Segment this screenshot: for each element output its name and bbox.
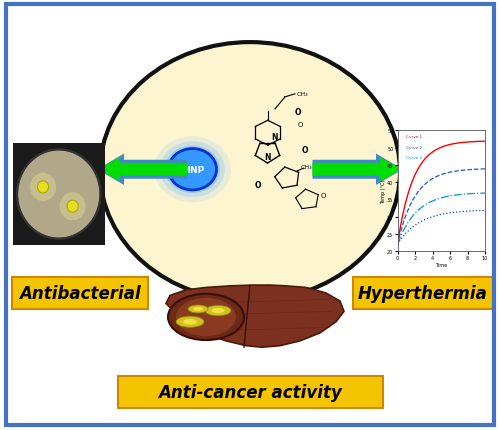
Text: N: N — [272, 133, 278, 142]
Text: Hyperthermia: Hyperthermia — [358, 285, 488, 302]
Circle shape — [183, 319, 197, 325]
Circle shape — [205, 306, 231, 316]
Text: O: O — [294, 108, 301, 116]
Text: Anti-cancer activity: Anti-cancer activity — [158, 384, 342, 401]
Circle shape — [100, 43, 400, 301]
Polygon shape — [312, 158, 402, 181]
Text: CH₃: CH₃ — [301, 165, 312, 170]
Circle shape — [193, 307, 203, 311]
X-axis label: Time: Time — [435, 262, 448, 267]
Text: O: O — [254, 181, 261, 189]
Text: O: O — [321, 193, 326, 199]
Circle shape — [188, 305, 208, 313]
Text: O: O — [302, 146, 308, 155]
Circle shape — [160, 142, 225, 198]
FancyBboxPatch shape — [118, 376, 382, 408]
Ellipse shape — [168, 294, 244, 340]
Polygon shape — [312, 154, 402, 186]
Ellipse shape — [17, 150, 100, 239]
Text: Antibacterial: Antibacterial — [19, 285, 141, 302]
Polygon shape — [236, 295, 264, 346]
Circle shape — [168, 149, 216, 190]
Text: Curve 3: Curve 3 — [406, 156, 422, 160]
Circle shape — [212, 308, 224, 313]
Text: MNP: MNP — [181, 166, 204, 174]
Circle shape — [165, 146, 220, 194]
FancyBboxPatch shape — [352, 277, 492, 310]
Text: CH₃: CH₃ — [296, 92, 308, 97]
FancyBboxPatch shape — [12, 277, 147, 310]
Text: N: N — [264, 153, 271, 161]
Circle shape — [176, 316, 204, 328]
Polygon shape — [166, 286, 344, 347]
Circle shape — [67, 201, 78, 213]
Polygon shape — [98, 154, 188, 186]
FancyBboxPatch shape — [12, 144, 105, 245]
Circle shape — [30, 173, 56, 202]
Text: Curve 2: Curve 2 — [406, 145, 422, 149]
Circle shape — [60, 193, 86, 221]
Circle shape — [154, 137, 231, 203]
Polygon shape — [232, 295, 268, 346]
Ellipse shape — [176, 298, 236, 336]
Circle shape — [38, 181, 48, 194]
Polygon shape — [98, 158, 188, 181]
Text: O: O — [298, 122, 302, 128]
Y-axis label: Temp (°C): Temp (°C) — [380, 179, 386, 203]
Text: Curve 1: Curve 1 — [406, 135, 422, 139]
